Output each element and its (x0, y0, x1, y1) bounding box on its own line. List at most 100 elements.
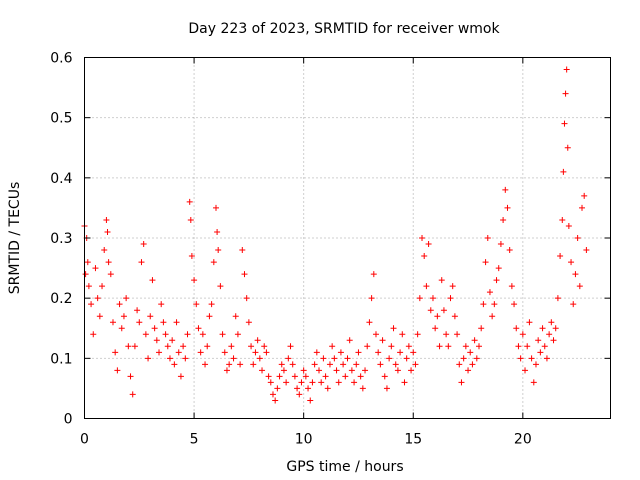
data-point (199, 331, 206, 338)
data-point (250, 361, 257, 368)
data-point (506, 247, 513, 254)
data-point (353, 361, 360, 368)
data-point (177, 373, 184, 380)
data-point (296, 391, 303, 398)
y-tick-label: 0.3 (50, 231, 72, 247)
data-point (142, 331, 149, 338)
data-point (134, 307, 141, 314)
data-point (489, 313, 496, 320)
data-point (560, 168, 567, 175)
data-point (184, 331, 191, 338)
data-point (562, 90, 569, 97)
data-point (342, 373, 349, 380)
data-point (537, 349, 544, 356)
data-point (191, 277, 198, 284)
data-point (559, 216, 566, 223)
data-point (274, 385, 281, 392)
data-point (346, 337, 353, 344)
data-point (528, 355, 535, 362)
data-point (375, 349, 382, 356)
data-point (368, 295, 375, 302)
data-point (471, 337, 478, 344)
data-point (451, 313, 458, 320)
data-point (443, 331, 450, 338)
data-point (307, 397, 314, 404)
data-point (414, 331, 421, 338)
data-point (421, 253, 428, 260)
data-point (362, 367, 369, 374)
data-point (289, 361, 296, 368)
data-point (508, 283, 515, 290)
data-point (403, 355, 410, 362)
data-point (226, 361, 233, 368)
data-point (96, 313, 103, 320)
y-tick-label: 0.5 (50, 111, 72, 127)
data-point (397, 349, 404, 356)
x-axis-label: GPS time / hours (286, 459, 403, 475)
y-tick-label: 0 (64, 412, 73, 428)
data-point (287, 343, 294, 350)
data-point (410, 349, 417, 356)
data-point (405, 343, 412, 350)
data-point (548, 319, 555, 326)
data-point (131, 343, 138, 350)
data-point (182, 355, 189, 362)
data-point (568, 259, 575, 266)
data-point (372, 331, 379, 338)
data-point (145, 355, 152, 362)
chart-title: Day 223 of 2023, SRMTID for receiver wmo… (188, 21, 500, 37)
data-point (473, 355, 480, 362)
data-point (412, 361, 419, 368)
data-point (94, 295, 101, 302)
data-point (221, 349, 228, 356)
data-point (581, 192, 588, 199)
data-point (105, 259, 112, 266)
data-point (497, 241, 504, 248)
data-point (329, 343, 336, 350)
data-point (204, 343, 211, 350)
y-axis-label: SRMTID / TECUs (7, 182, 23, 295)
data-point (214, 228, 221, 235)
data-point (432, 325, 439, 332)
axis-ticks: 0 0.1 0.2 0.3 0.4 0.5 0.6 0 5 10 15 20 (50, 51, 611, 448)
data-point (480, 301, 487, 308)
data-point (563, 66, 570, 73)
data-point (511, 301, 518, 308)
data-point (344, 355, 351, 362)
data-point (340, 361, 347, 368)
data-point (392, 361, 399, 368)
data-point (484, 235, 491, 241)
data-point (324, 385, 331, 392)
data-point (316, 367, 323, 374)
data-point (140, 241, 147, 248)
data-point (223, 367, 230, 374)
data-point (460, 355, 467, 362)
data-point (261, 343, 268, 350)
data-point (127, 373, 134, 380)
data-point (129, 391, 136, 398)
data-point (416, 295, 423, 302)
data-point (318, 379, 325, 386)
data-point (259, 367, 266, 374)
y-tick-label: 0.2 (50, 291, 72, 307)
data-point (188, 253, 195, 260)
data-point (535, 337, 542, 344)
data-point (462, 343, 469, 350)
data-point (478, 325, 485, 332)
data-point (576, 283, 583, 290)
data-point (491, 301, 498, 308)
data-point (283, 379, 290, 386)
plot-frame (84, 57, 611, 419)
data-point (90, 331, 97, 338)
data-point (419, 235, 426, 241)
data-point (151, 325, 158, 332)
data-point (408, 367, 415, 374)
data-point (579, 204, 586, 211)
data-point (438, 277, 445, 284)
data-point (401, 379, 408, 386)
data-point (267, 379, 274, 386)
data-point (377, 361, 384, 368)
data-point (447, 295, 454, 302)
data-point (309, 379, 316, 386)
y-tick-label: 0.4 (50, 171, 72, 187)
